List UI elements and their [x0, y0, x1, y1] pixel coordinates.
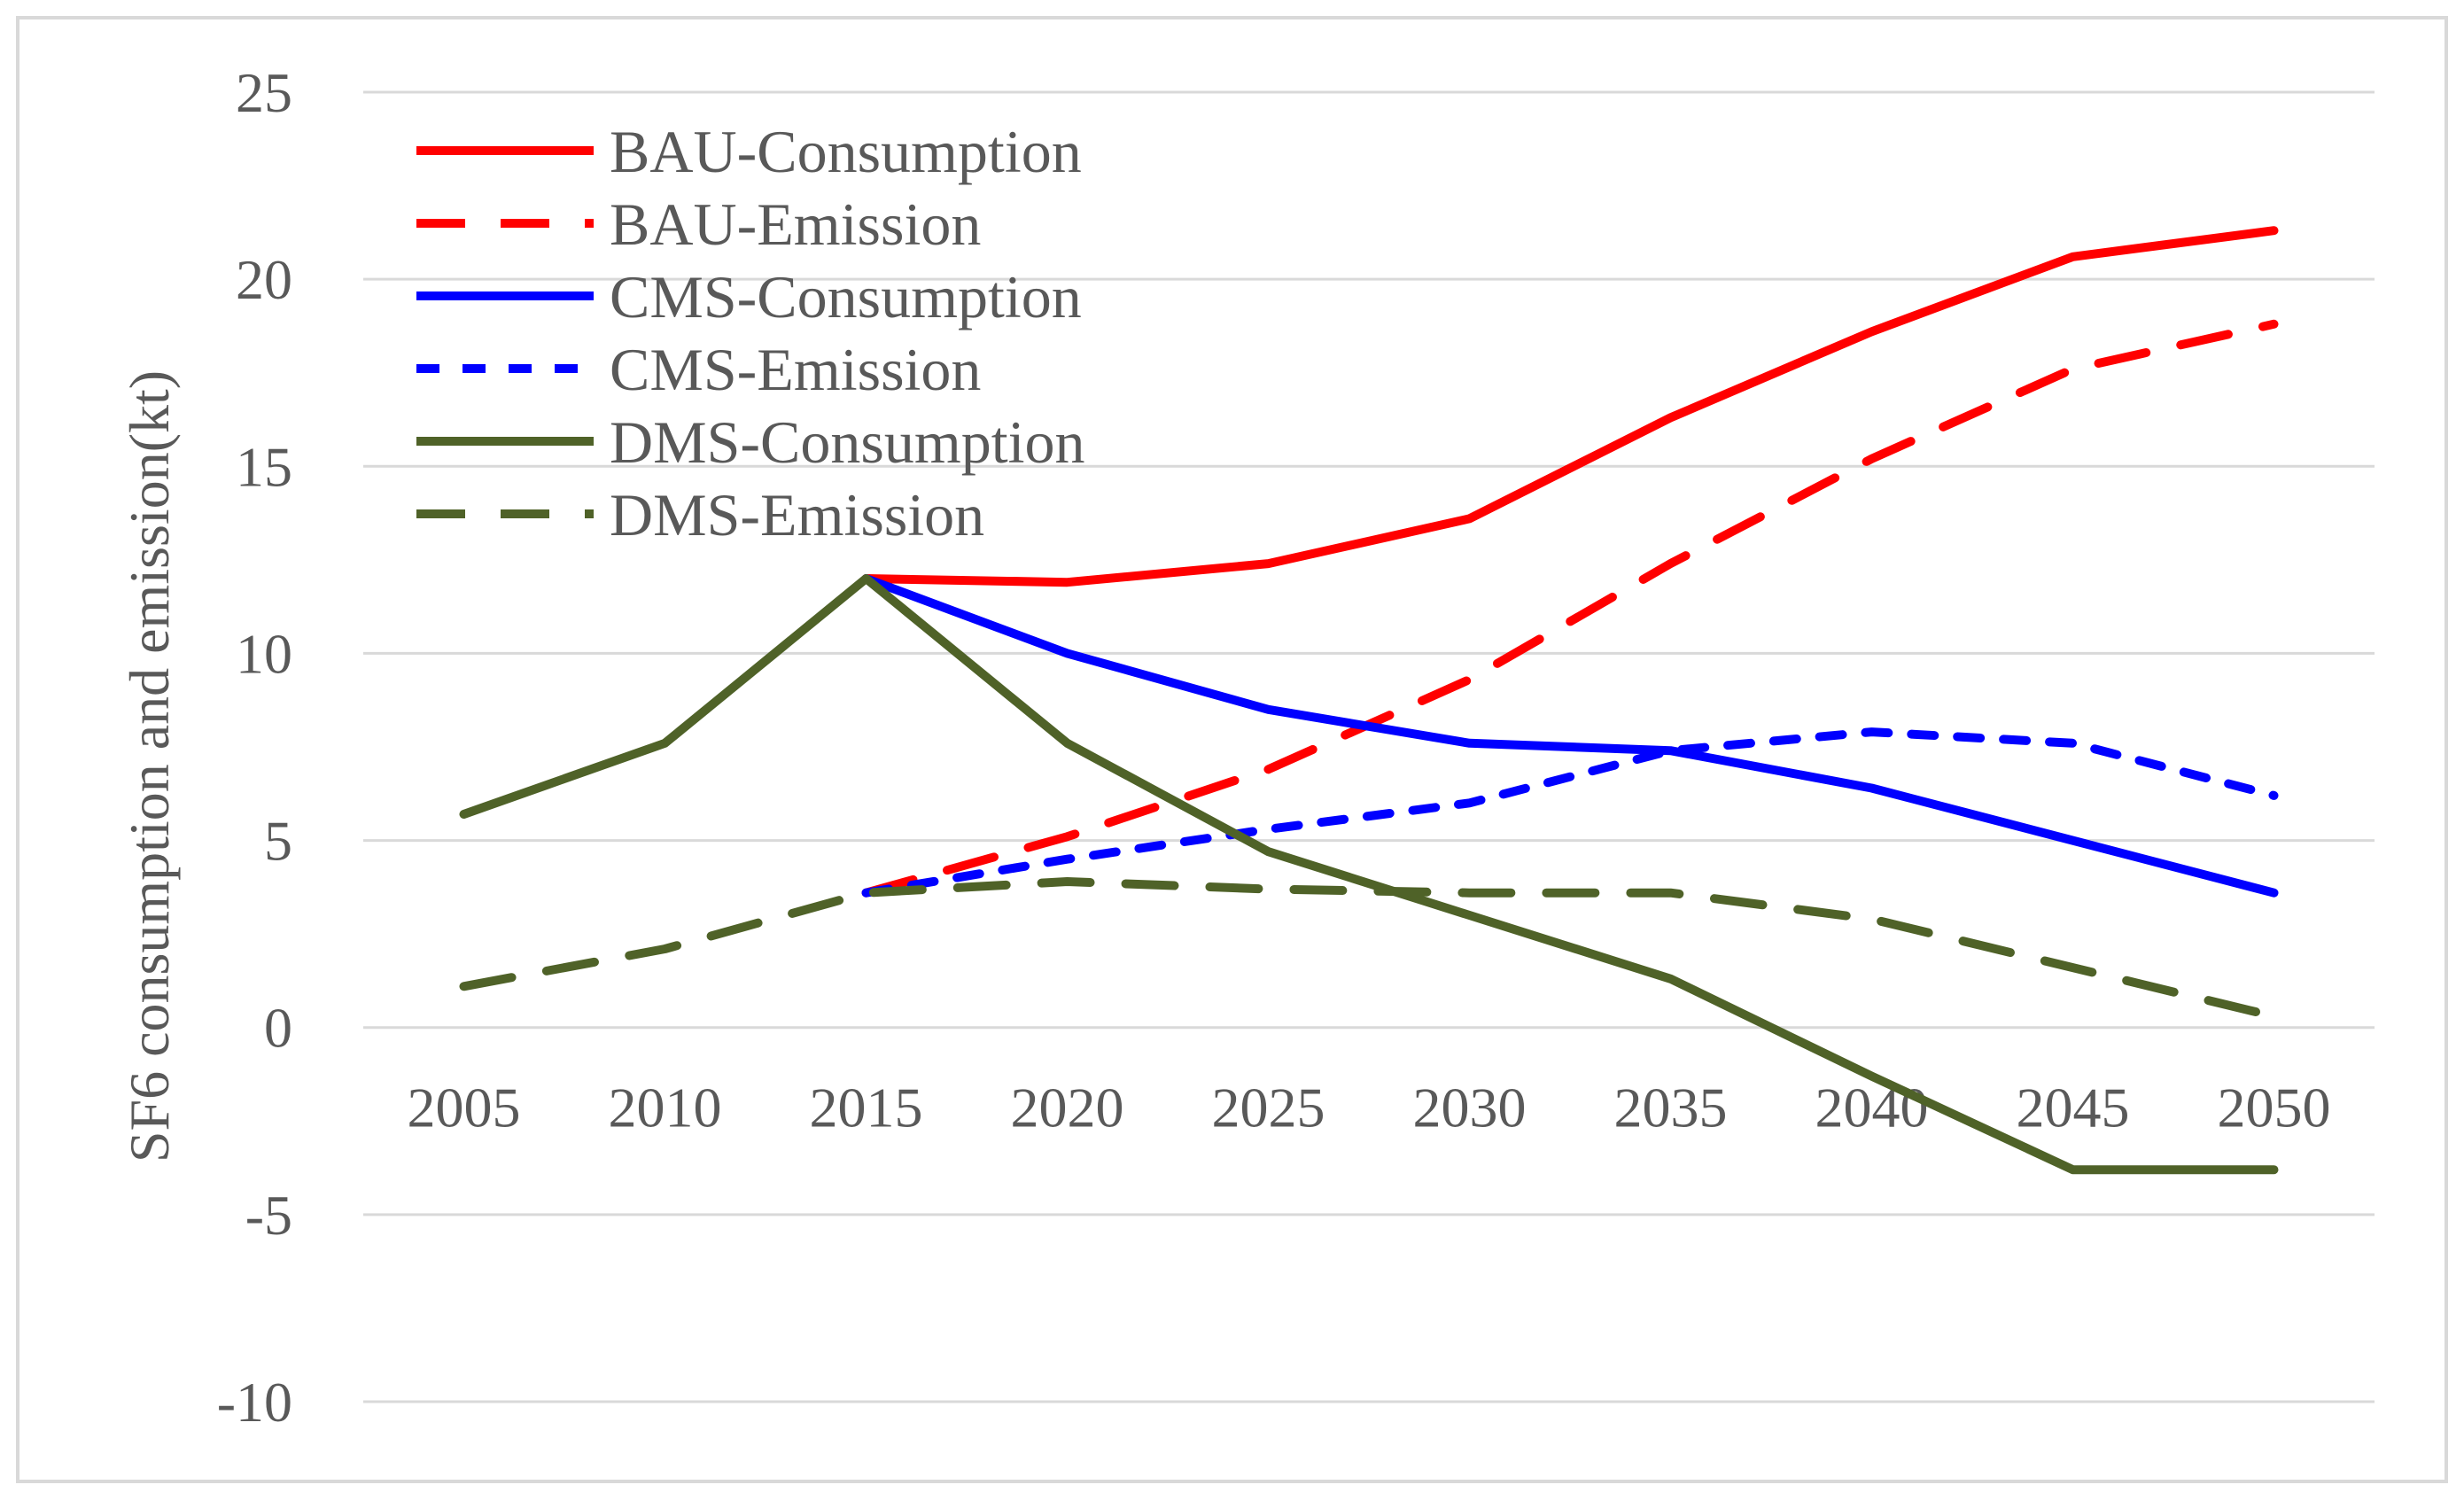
y-tick-label: 25 — [236, 61, 292, 124]
series-line-dms-consumption — [459, 574, 2279, 1175]
y-axis-title: SF6 consumption and emission(kt) — [118, 370, 181, 1162]
x-axis-tick-labels: 2005 2010 2015 2020 2025 2030 2035 2040 2045 2050 — [408, 1077, 2331, 1139]
x-tick-label: 2005 — [408, 1077, 521, 1139]
series-lines — [459, 226, 2279, 1175]
gridlines — [363, 90, 2375, 1403]
y-tick-label: -5 — [245, 1184, 292, 1247]
y-tick-label: 5 — [264, 810, 292, 873]
y-axis-tick-labels: 25 20 15 10 5 0 -5 -10 — [217, 61, 292, 1434]
legend: BAU-ConsumptionBAU-EmissionCMS-Consumpti… — [416, 118, 1085, 548]
series-line-bau-consumption — [861, 226, 2279, 587]
x-tick-label: 2040 — [1815, 1077, 1929, 1139]
x-tick-label: 2035 — [1614, 1077, 1728, 1139]
legend-label-bau-emission: BAU-Emission — [610, 190, 981, 258]
x-tick-label: 2030 — [1413, 1077, 1527, 1139]
y-tick-label: 0 — [264, 997, 292, 1060]
legend-label-cms-consumption: CMS-Consumption — [610, 263, 1082, 330]
legend-label-bau-consumption: BAU-Consumption — [610, 118, 1082, 185]
legend-label-dms-emission: DMS-Emission — [610, 481, 984, 548]
y-tick-label: 10 — [236, 622, 292, 685]
x-tick-label: 2015 — [810, 1077, 923, 1139]
x-tick-label: 2020 — [1011, 1077, 1124, 1139]
x-tick-label: 2010 — [609, 1077, 722, 1139]
legend-label-cms-emission: CMS-Emission — [610, 336, 981, 403]
y-tick-label: -10 — [217, 1371, 292, 1434]
series-line-cms-consumption — [861, 574, 2279, 898]
x-tick-label: 2045 — [2017, 1077, 2130, 1139]
series-line-cms-emission — [861, 727, 2279, 898]
chart-frame — [16, 16, 2448, 1483]
y-tick-label: 20 — [236, 248, 292, 311]
series-line-bau-emission — [861, 319, 2279, 898]
x-tick-label: 2025 — [1212, 1077, 1325, 1139]
x-tick-label: 2050 — [2218, 1077, 2331, 1139]
legend-label-dms-consumption: DMS-Consumption — [610, 408, 1085, 476]
y-tick-label: 15 — [236, 435, 292, 498]
series-line-dms-emission — [459, 877, 2279, 1021]
